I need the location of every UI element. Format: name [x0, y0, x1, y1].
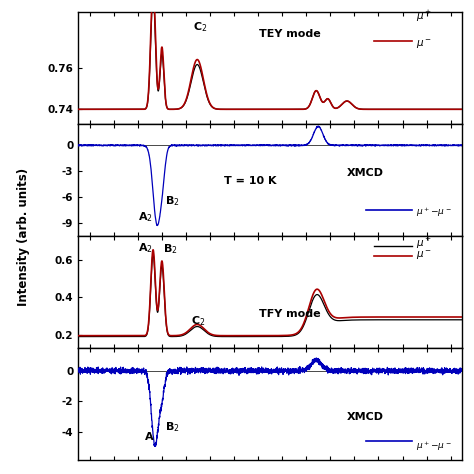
Text: $\mu^-$: $\mu^-$: [416, 249, 432, 262]
Text: TFY mode: TFY mode: [259, 309, 320, 319]
Text: C$_2$: C$_2$: [193, 20, 208, 34]
Text: B$_2$: B$_2$: [164, 420, 179, 435]
Text: TEY mode: TEY mode: [259, 29, 320, 39]
Text: Intensity (arb. units): Intensity (arb. units): [17, 168, 29, 306]
Text: A$_2$: A$_2$: [138, 241, 153, 255]
Text: A: A: [146, 432, 154, 442]
Text: $\mu^-$: $\mu^-$: [416, 38, 432, 51]
Text: T = 10 K: T = 10 K: [224, 176, 277, 186]
Text: B$_2$: B$_2$: [163, 243, 177, 256]
Text: XMCD: XMCD: [347, 412, 384, 422]
Text: XMCD: XMCD: [347, 167, 384, 178]
Text: $\mu^+$$-$$\mu^-$: $\mu^+$$-$$\mu^-$: [416, 205, 452, 219]
Text: C$_2$: C$_2$: [191, 314, 206, 328]
Text: A$_2$: A$_2$: [138, 210, 153, 224]
Text: $\mu^+$$-$$\mu^-$: $\mu^+$$-$$\mu^-$: [416, 439, 452, 453]
Text: $\mu^+$: $\mu^+$: [416, 9, 432, 24]
Text: B$_2$: B$_2$: [164, 194, 179, 208]
Text: $\mu^+$: $\mu^+$: [416, 236, 432, 251]
